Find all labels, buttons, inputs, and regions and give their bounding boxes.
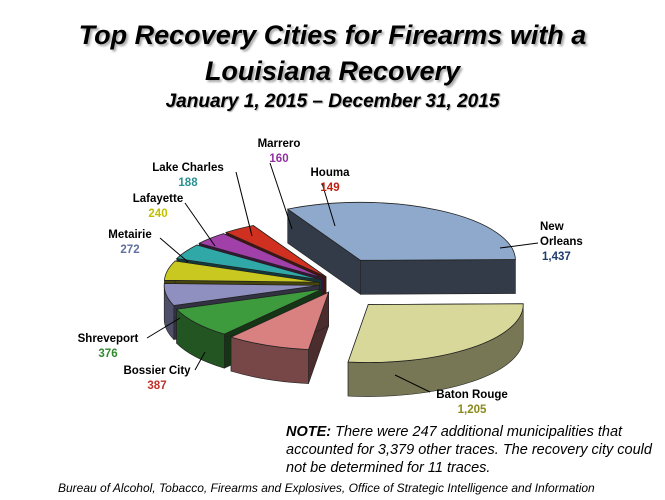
- slice-name-bossier-city: Bossier City: [123, 365, 191, 377]
- pie-chart: New Orleans 1,437 Baton Rouge 1,205 Bossier C…: [78, 138, 583, 416]
- note-text: There were 247 additional municipalities…: [286, 424, 652, 476]
- slice-name-shreveport: Shreveport: [78, 333, 139, 345]
- slice-name-new-orleans-1: Orleans: [540, 236, 583, 248]
- leader-line-metairie: [159, 237, 189, 263]
- leader-line-shreveport: [146, 317, 181, 339]
- slice-name-marrero: Marrero: [258, 138, 301, 150]
- pie-labels: New Orleans 1,437 Baton Rouge 1,205 Bossier C…: [78, 138, 583, 416]
- leader-line-bossier-city: [194, 351, 206, 371]
- chart-subtitle: January 1, 2015 – December 31, 2015: [165, 91, 500, 112]
- leader-line-lake-charles: [235, 171, 253, 237]
- pie-slices: [163, 201, 524, 397]
- pie-slice-bossier-city: [229, 291, 330, 384]
- leader-line-houma: [321, 182, 336, 227]
- slice-value-marrero: 160: [269, 153, 288, 165]
- pie-slice-new-orleans: [286, 201, 516, 295]
- leader-line-lafayette: [184, 202, 216, 247]
- leader-line-baton-rouge: [394, 374, 431, 393]
- pie-slice-baton-rouge: [347, 303, 524, 397]
- slice-name-baton-rouge: Baton Rouge: [436, 389, 508, 401]
- leader-line-new-orleans: [499, 242, 539, 249]
- slice-name-lafayette: Lafayette: [133, 193, 184, 205]
- chart-title-line2: Louisiana Recovery: [204, 56, 461, 86]
- slice-value-lake-charles: 188: [178, 177, 198, 189]
- slice-value-baton-rouge: 1,205: [458, 404, 487, 416]
- slice-name-metairie: Metairie: [108, 229, 151, 241]
- note-box: NOTE: There were 247 additional municipa…: [286, 423, 656, 477]
- slice-value-lafayette: 240: [148, 208, 167, 220]
- slice-value-shreveport: 376: [98, 348, 117, 360]
- slice-value-bossier-city: 387: [147, 380, 166, 392]
- note-label: NOTE:: [286, 424, 332, 440]
- chart-title-line1: Top Recovery Cities for Firearms with a: [78, 20, 587, 50]
- slice-value-metairie: 272: [120, 244, 139, 256]
- slice-value-new-orleans: 1,437: [542, 251, 571, 263]
- source-credit: Bureau of Alcohol, Tobacco, Firearms and…: [58, 481, 595, 495]
- slice-name-new-orleans-0: New: [540, 221, 564, 233]
- slice-value-houma: 149: [320, 182, 339, 194]
- leader-line-marrero: [269, 162, 293, 230]
- slice-name-lake-charles: Lake Charles: [152, 162, 224, 174]
- slice-name-houma: Houma: [311, 167, 351, 179]
